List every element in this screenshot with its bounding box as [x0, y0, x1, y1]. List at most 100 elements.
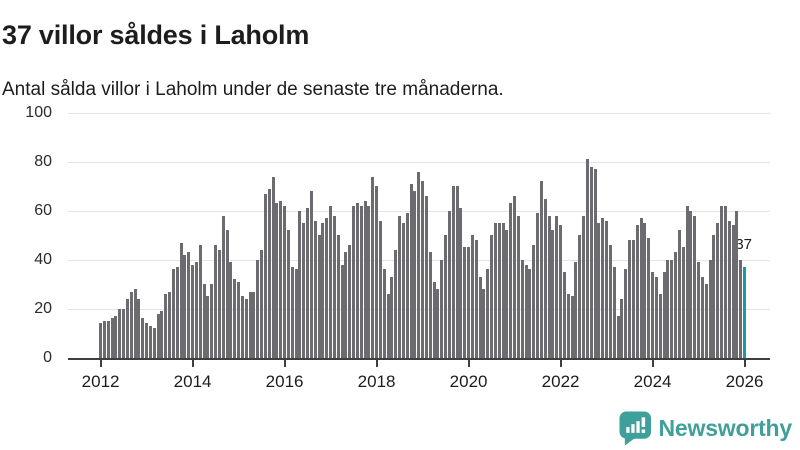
- bar: [516, 215, 520, 358]
- y-axis-tick-label: 100: [25, 104, 52, 121]
- bar: [283, 205, 287, 358]
- bar: [539, 181, 543, 358]
- bar: [631, 240, 635, 358]
- bar: [398, 215, 402, 358]
- x-axis-tick: [191, 359, 194, 367]
- bar: [628, 240, 632, 358]
- bar: [605, 220, 609, 358]
- bar: [137, 298, 141, 358]
- bar: [409, 183, 413, 358]
- bar: [244, 298, 248, 358]
- bar: [382, 269, 386, 358]
- bar: [428, 252, 432, 358]
- bar: [578, 235, 582, 358]
- bar: [693, 215, 697, 358]
- bar: [524, 264, 528, 358]
- bar: [179, 242, 183, 358]
- bar: [528, 269, 532, 358]
- bar: [597, 223, 601, 358]
- x-axis-line: [68, 357, 770, 360]
- bar: [643, 223, 647, 358]
- bar: [317, 235, 321, 358]
- bar: [547, 215, 551, 358]
- newsworthy-branding[interactable]: Newsworthy: [619, 411, 792, 446]
- bar: [348, 245, 352, 358]
- bar: [214, 245, 218, 358]
- highlight-value-label: 37: [735, 236, 752, 253]
- bar: [520, 259, 524, 358]
- bar: [394, 249, 398, 358]
- bar: [359, 205, 363, 358]
- bar: [704, 284, 708, 358]
- bar: [639, 218, 643, 358]
- bar: [574, 262, 578, 358]
- bar: [624, 269, 628, 358]
- bar: [114, 315, 118, 358]
- bar: [459, 208, 463, 358]
- bar: [260, 249, 264, 358]
- bar: [252, 291, 256, 358]
- bar: [367, 205, 371, 358]
- bar: [363, 201, 367, 358]
- bar: [221, 215, 225, 358]
- bar: [210, 284, 214, 358]
- bar: [589, 166, 593, 358]
- bar: [110, 318, 114, 358]
- bar: [313, 220, 317, 358]
- bar: [133, 289, 137, 358]
- chart-subtitle: Antal sålda villor i Laholm under de sen…: [2, 79, 504, 100]
- bar: [413, 191, 417, 358]
- bar: [129, 291, 133, 358]
- bar: [152, 328, 156, 358]
- x-axis-tick: [467, 359, 470, 367]
- y-axis-tick-label: 0: [43, 348, 52, 366]
- y-axis-tick-label: 60: [34, 201, 52, 219]
- bar: [294, 269, 298, 358]
- bar: [263, 193, 267, 358]
- bar: [451, 186, 455, 358]
- bar: [286, 230, 290, 358]
- bar: [148, 325, 152, 358]
- bar: [432, 281, 436, 358]
- bar: [225, 230, 229, 358]
- bar: [309, 191, 313, 358]
- bar: [677, 230, 681, 358]
- bar: [681, 247, 685, 358]
- bar: [731, 225, 735, 358]
- bar: [440, 259, 444, 358]
- bar: [233, 279, 237, 358]
- bar: [229, 262, 233, 358]
- bar: [306, 208, 310, 358]
- bar: [735, 210, 739, 358]
- bar: [551, 230, 555, 358]
- bar: [670, 259, 674, 358]
- bar: [168, 291, 172, 358]
- bar: [608, 245, 612, 358]
- y-axis-tick-label: 80: [34, 152, 52, 170]
- bar: [421, 181, 425, 358]
- bar: [674, 252, 678, 358]
- bar: [497, 223, 501, 358]
- bar: [620, 298, 624, 358]
- bar: [279, 201, 283, 358]
- bar: [543, 198, 547, 358]
- bar: [171, 269, 175, 358]
- x-axis-tick-label: 2012: [81, 372, 120, 391]
- bar: [206, 296, 210, 358]
- bar: [647, 237, 651, 358]
- bar: [559, 225, 563, 358]
- bar: [536, 213, 540, 358]
- bar: [570, 296, 574, 358]
- x-axis-tick-label: 2016: [265, 372, 304, 391]
- x-axis-tick: [99, 359, 102, 367]
- bar: [654, 276, 658, 358]
- bar: [685, 205, 689, 358]
- x-axis-tick-label: 2022: [541, 372, 580, 391]
- bar: [697, 262, 701, 358]
- bar: [470, 235, 474, 358]
- bar: [321, 223, 325, 358]
- bar: [612, 267, 616, 358]
- bar: [106, 320, 110, 358]
- bar: [375, 186, 379, 358]
- bar: [424, 196, 428, 358]
